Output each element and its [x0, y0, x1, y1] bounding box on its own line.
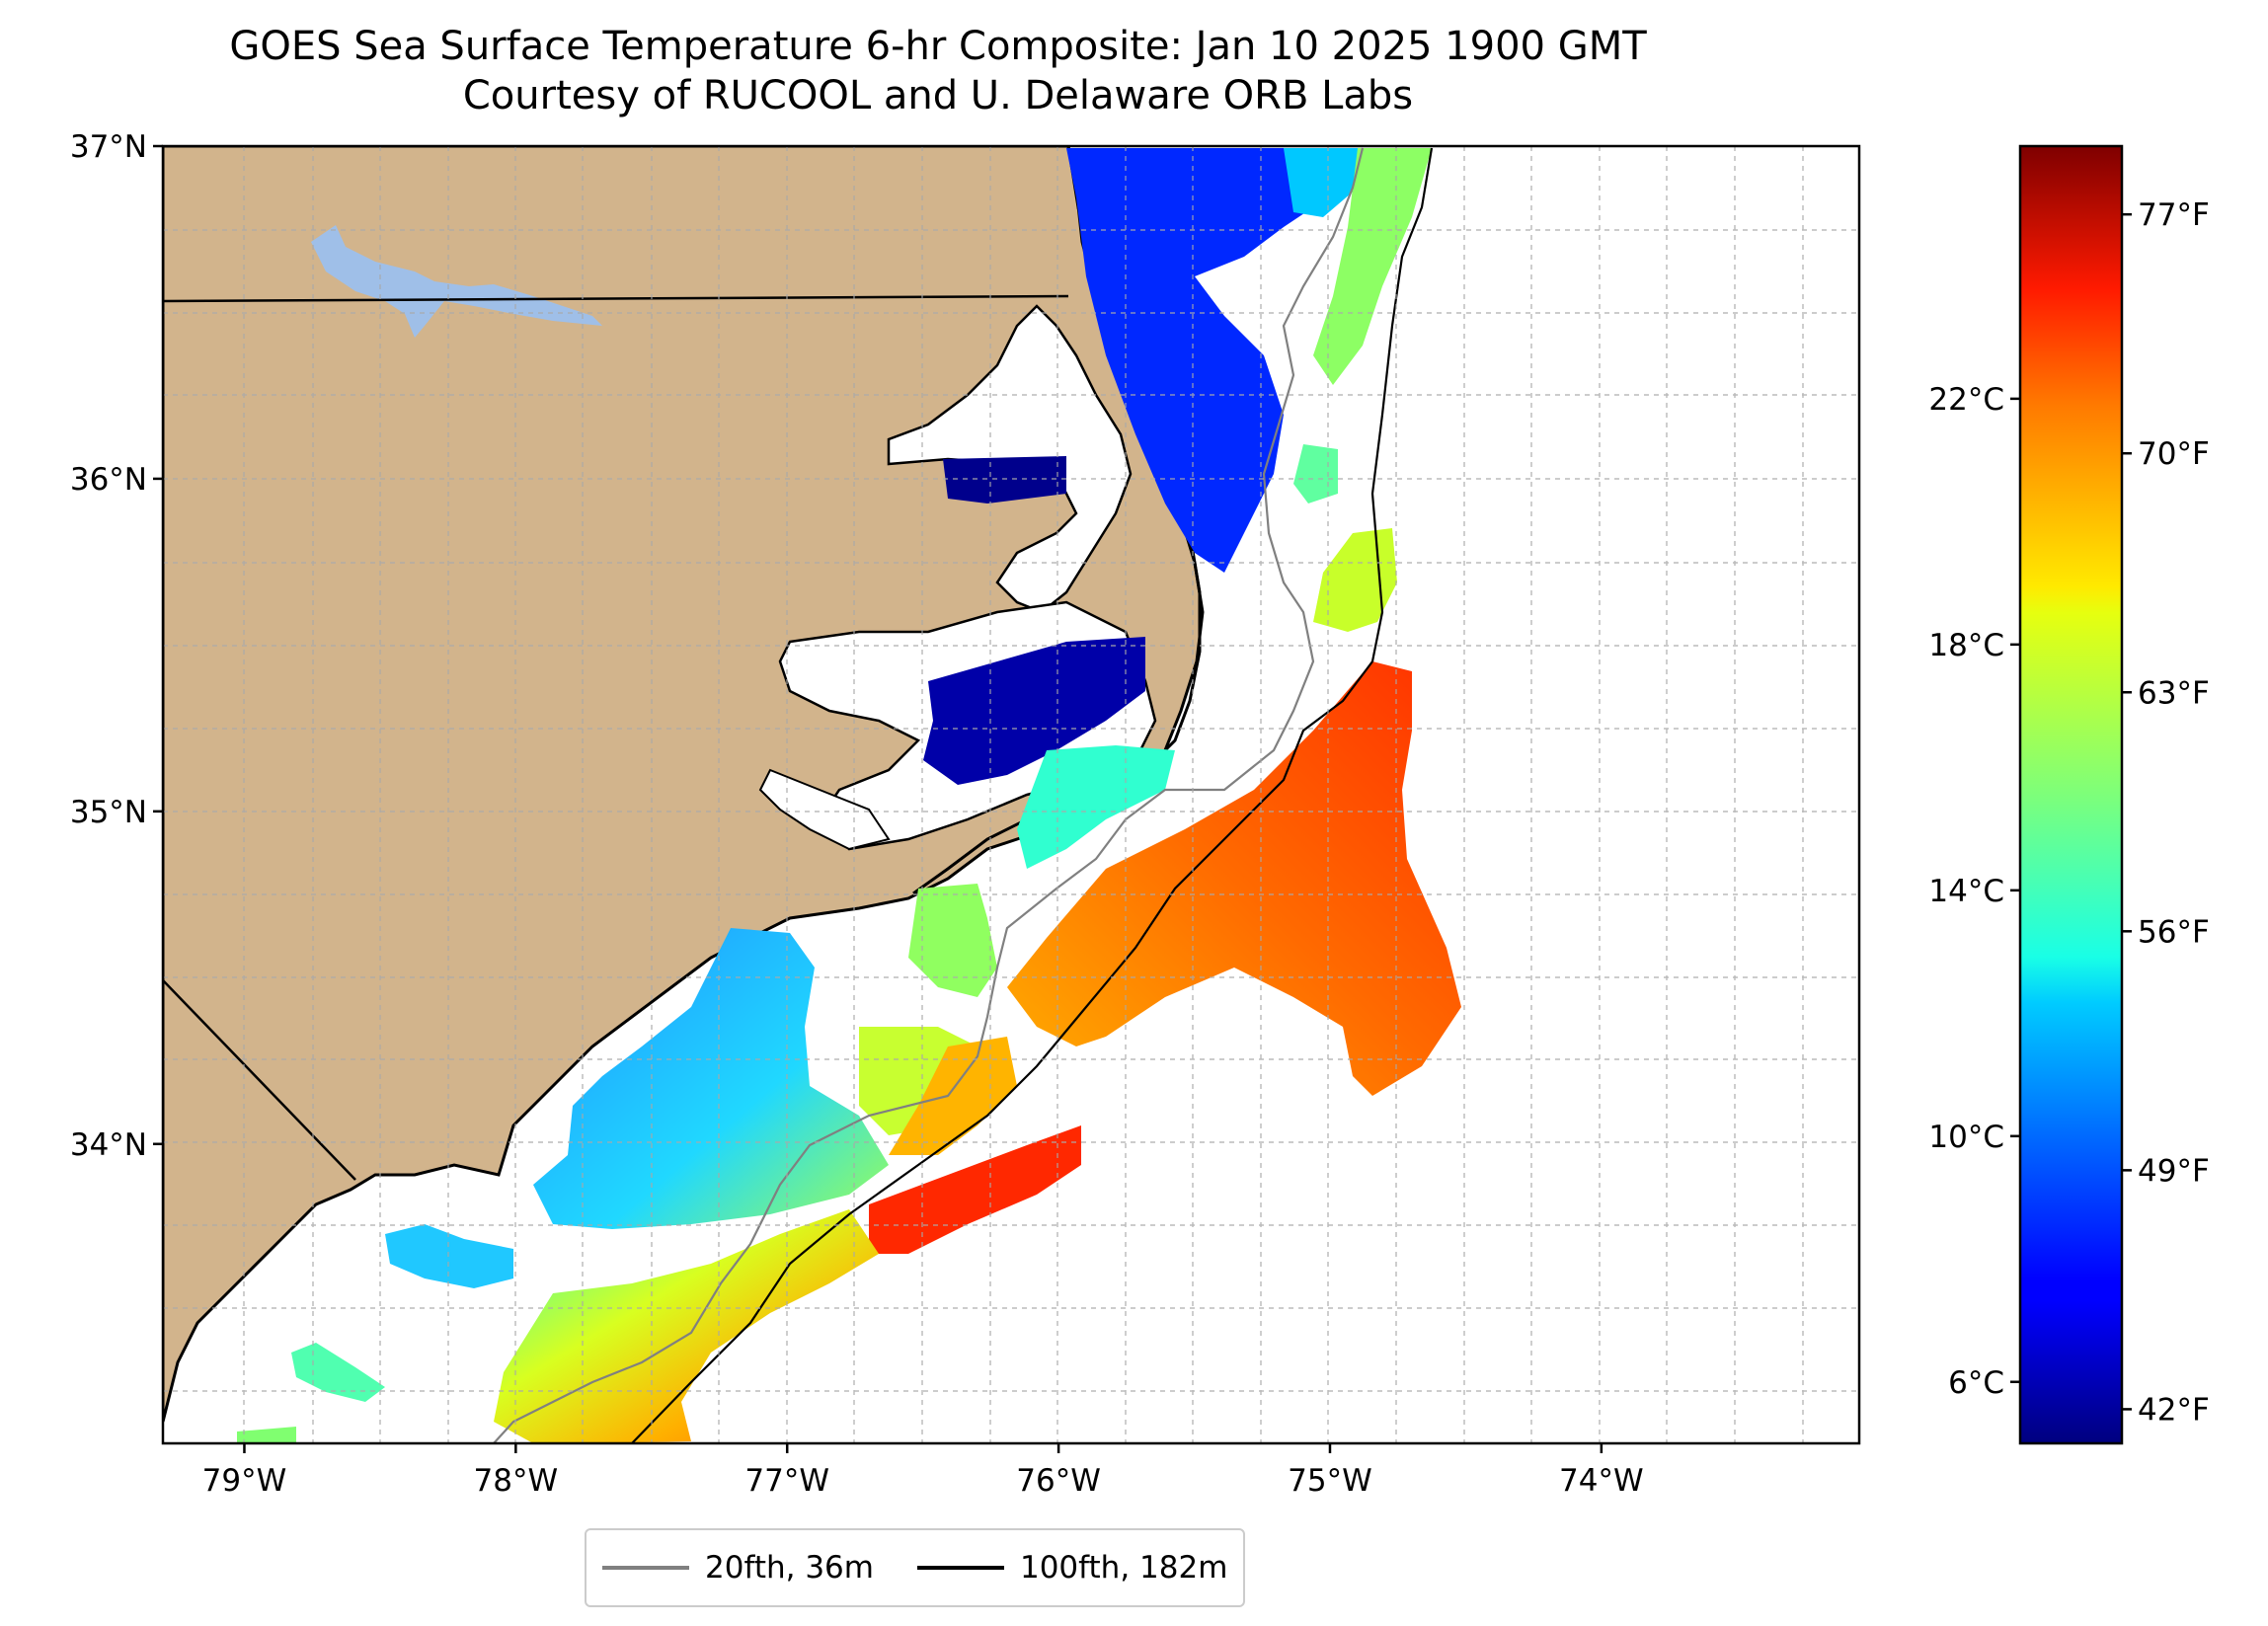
sst-cool-outerbanks-s: [1017, 745, 1175, 869]
legend: 20fth, 36m 100fth, 182m: [585, 1528, 1246, 1607]
sst-cold-north: [1066, 148, 1358, 573]
sst-gulf-stream-north: [1007, 661, 1461, 1096]
colorbar-f-tick-label: 63°F: [2138, 675, 2210, 711]
lon-tick-label: 75°W: [1288, 1463, 1372, 1499]
colorbar-celsius-axis: 6°C 10°C 14°C 18°C 22°C: [1928, 382, 2020, 1401]
contour-20fth: [493, 147, 1365, 1443]
sst-teal-south-2: [291, 1343, 385, 1402]
title-line-2: Courtesy of RUCOOL and U. Delaware ORB L…: [462, 73, 1414, 118]
colorbar-f-tick-label: 49°F: [2138, 1153, 2210, 1189]
kerr-lake: [311, 225, 602, 338]
legend-item-20fth: 20fth, 36m: [602, 1550, 874, 1586]
lon-tick-label: 78°W: [474, 1463, 559, 1499]
sst-green-shoals: [908, 884, 997, 997]
lon-tick-label: 79°W: [202, 1463, 287, 1499]
colorbar-f-tick-label: 42°F: [2138, 1392, 2210, 1428]
longitude-axis: 79°W 78°W 77°W 76°W 75°W 74°W: [202, 1443, 1644, 1499]
colorbar-c-tick-label: 6°C: [1948, 1365, 2004, 1401]
colorbar-fahrenheit-axis: 42°F 49°F 56°F 63°F 70°F 77°F: [2122, 197, 2210, 1428]
colorbar-c-tick-label: 14°C: [1928, 874, 2004, 909]
colorbar-f-tick-label: 77°F: [2138, 197, 2210, 233]
sst-cold-pamlico: [923, 637, 1145, 785]
lon-tick-label: 77°W: [744, 1463, 829, 1499]
sst-teal-patch: [1293, 444, 1338, 503]
colorbar-c-tick-label: 10°C: [1928, 1120, 2004, 1155]
sst-cool-south-1: [385, 1224, 513, 1288]
lat-tick-label: 34°N: [70, 1127, 147, 1163]
map-title: GOES Sea Surface Temperature 6-hr Compos…: [0, 22, 1876, 120]
neuse-river: [758, 768, 891, 851]
legend-swatch-20fth: [602, 1566, 689, 1570]
colorbar: [2018, 144, 2124, 1445]
sst-cool-onslow: [533, 928, 889, 1229]
va-nc-border: [163, 294, 1069, 303]
sst-gulf-stream-south: [869, 1125, 1081, 1254]
latitude-axis: 37°N 36°N 35°N 34°N: [70, 129, 163, 1163]
nc-sc-border: [163, 979, 356, 1181]
sst-green-mid: [1313, 528, 1397, 632]
legend-label-100fth: 100fth, 182m: [1019, 1550, 1228, 1586]
lon-tick-label: 76°W: [1016, 1463, 1101, 1499]
lat-tick-label: 36°N: [70, 462, 147, 498]
colorbar-f-tick-label: 56°F: [2138, 914, 2210, 950]
lat-tick-label: 35°N: [70, 795, 147, 830]
lon-tick-label: 74°W: [1559, 1463, 1644, 1499]
colorbar-f-tick-label: 70°F: [2138, 436, 2210, 472]
sst-cold-albemarle: [943, 456, 1066, 503]
legend-swatch-100fth: [916, 1566, 1004, 1570]
gridlines: [163, 146, 1859, 1443]
sst-warm-south: [494, 1209, 879, 1443]
sst-yellow-capefear: [889, 1037, 1017, 1155]
sst-green-north: [1313, 148, 1432, 385]
legend-item-100fth: 100fth, 182m: [916, 1550, 1228, 1586]
sst-cold-north-fringe: [1284, 148, 1363, 217]
colorbar-c-tick-label: 22°C: [1928, 382, 2004, 418]
contour-100fth: [631, 147, 1434, 1443]
lat-tick-label: 37°N: [70, 129, 147, 165]
colorbar-c-tick-label: 18°C: [1928, 628, 2004, 663]
map-frame: [161, 144, 1861, 1445]
sst-green-south-3: [237, 1427, 296, 1443]
legend-label-20fth: 20fth, 36m: [705, 1550, 874, 1586]
title-line-1: GOES Sea Surface Temperature 6-hr Compos…: [229, 24, 1647, 69]
